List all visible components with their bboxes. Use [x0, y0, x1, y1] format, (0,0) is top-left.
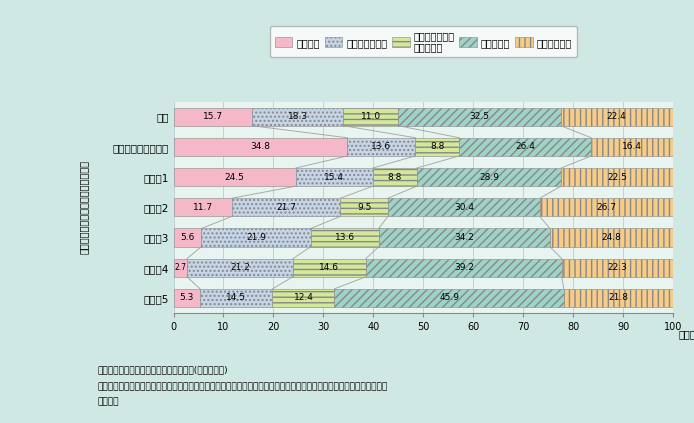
Bar: [459, 138, 591, 156]
Text: 15.7: 15.7: [203, 112, 223, 121]
Text: 8.8: 8.8: [388, 173, 402, 181]
Text: 13.6: 13.6: [371, 143, 391, 151]
Text: 8.8: 8.8: [430, 143, 445, 151]
Text: 9.5: 9.5: [357, 203, 371, 212]
Text: 5.6: 5.6: [180, 233, 195, 242]
Text: 資料：厚生労働省「国民生活基礎調査」(平成１３年): 資料：厚生労働省「国民生活基礎調査」(平成１３年): [97, 365, 228, 374]
Text: 30.4: 30.4: [454, 203, 474, 212]
Bar: [388, 198, 540, 216]
Text: 39.2: 39.2: [454, 263, 474, 272]
Bar: [187, 258, 293, 277]
Text: 21.9: 21.9: [246, 233, 266, 242]
Bar: [174, 138, 348, 156]
Text: 含む。: 含む。: [97, 397, 119, 406]
Text: 2.7: 2.7: [174, 263, 186, 272]
Bar: [273, 289, 335, 307]
Bar: [417, 168, 561, 186]
Text: 26.7: 26.7: [596, 203, 616, 212]
Text: 22.5: 22.5: [607, 173, 627, 181]
Bar: [561, 258, 673, 277]
Bar: [293, 258, 366, 277]
Text: 11.7: 11.7: [193, 203, 213, 212]
Text: （注）１世帯に複数の要介護者等がいる場合は、要介護の程度が高い者のいる世帯に計上した。総数には要介護度不詳を: （注）１世帯に複数の要介護者等がいる場合は、要介護の程度が高い者のいる世帯に計上…: [97, 382, 387, 391]
Bar: [174, 258, 187, 277]
Text: 26.4: 26.4: [516, 143, 535, 151]
Bar: [373, 168, 417, 186]
Bar: [174, 168, 296, 186]
Text: （％）: （％）: [678, 330, 694, 340]
Bar: [201, 228, 311, 247]
Text: 要介護者のいる世帯（要介護度別）: 要介護者のいる世帯（要介護度別）: [78, 160, 89, 254]
Bar: [550, 228, 674, 247]
Text: 14.6: 14.6: [319, 263, 339, 272]
Bar: [200, 289, 273, 307]
Bar: [174, 289, 200, 307]
Bar: [540, 198, 673, 216]
Text: 21.8: 21.8: [608, 294, 628, 302]
Bar: [174, 198, 232, 216]
Bar: [174, 228, 201, 247]
Text: 34.2: 34.2: [455, 233, 474, 242]
Legend: 単独世帯, 夫婦のみの世帯, 親と未婚の子供
のみの世帯, 三世代世帯, その他の世帯: 単独世帯, 夫婦のみの世帯, 親と未婚の子供 のみの世帯, 三世代世帯, その他…: [270, 26, 577, 58]
Text: 24.5: 24.5: [225, 173, 245, 181]
Text: 16.4: 16.4: [623, 143, 642, 151]
Text: 24.8: 24.8: [602, 233, 622, 242]
Bar: [344, 107, 398, 126]
Bar: [296, 168, 373, 186]
Bar: [232, 198, 340, 216]
Text: 32.5: 32.5: [470, 112, 489, 121]
Bar: [561, 168, 674, 186]
Bar: [348, 138, 415, 156]
Bar: [335, 289, 564, 307]
Bar: [561, 107, 672, 126]
Bar: [366, 258, 561, 277]
Bar: [415, 138, 459, 156]
Bar: [252, 107, 344, 126]
Text: 13.6: 13.6: [335, 233, 355, 242]
Text: 34.8: 34.8: [251, 143, 271, 151]
Bar: [379, 228, 550, 247]
Bar: [564, 289, 672, 307]
Bar: [311, 228, 379, 247]
Text: 15.4: 15.4: [324, 173, 344, 181]
Bar: [174, 107, 252, 126]
Text: 21.7: 21.7: [276, 203, 296, 212]
Text: 12.4: 12.4: [294, 294, 314, 302]
Text: 18.3: 18.3: [287, 112, 307, 121]
Text: 14.5: 14.5: [226, 294, 246, 302]
Text: 11.0: 11.0: [361, 112, 381, 121]
Text: 21.2: 21.2: [230, 263, 250, 272]
Bar: [591, 138, 673, 156]
Text: 5.3: 5.3: [180, 294, 194, 302]
Text: 22.4: 22.4: [607, 112, 627, 121]
Bar: [398, 107, 561, 126]
Text: 22.3: 22.3: [607, 263, 627, 272]
Bar: [340, 198, 388, 216]
Text: 45.9: 45.9: [439, 294, 459, 302]
Text: 28.9: 28.9: [479, 173, 499, 181]
